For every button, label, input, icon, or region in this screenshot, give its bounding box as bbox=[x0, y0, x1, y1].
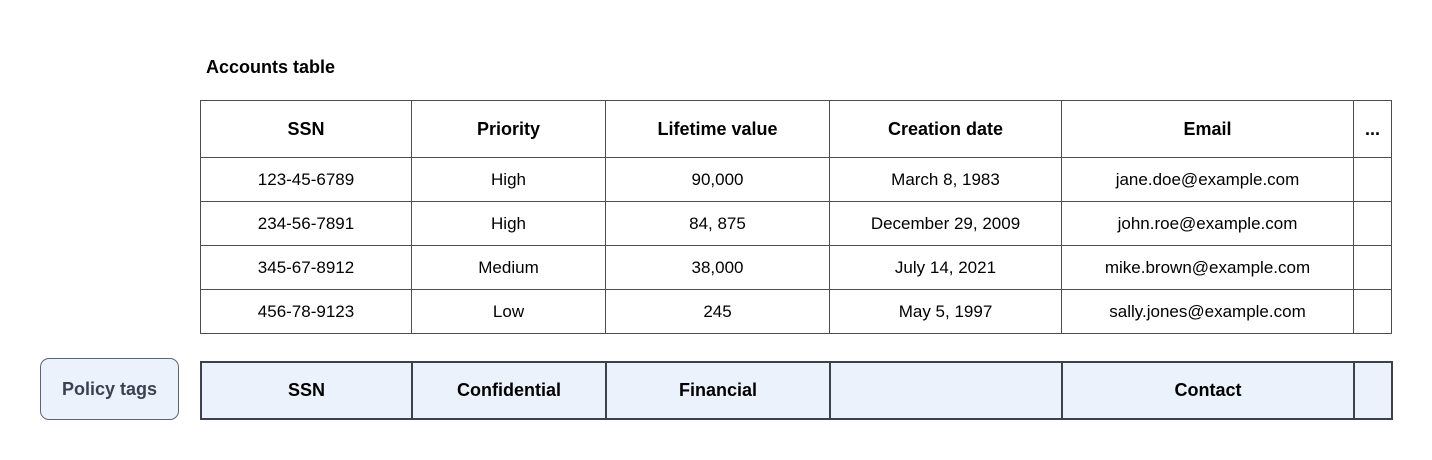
policy-tag-cell-confidential: Confidential bbox=[411, 361, 607, 420]
accounts-header-row: SSN Priority Lifetime value Creation dat… bbox=[200, 100, 1392, 158]
policy-tag-cell-financial: Financial bbox=[605, 361, 831, 420]
cell-email: john.roe@example.com bbox=[1061, 201, 1354, 246]
policy-tag-cell-ssn: SSN bbox=[200, 361, 413, 420]
table-row: 456-78-9123 Low 245 May 5, 1997 sally.jo… bbox=[200, 289, 1392, 334]
policy-tags-cells: SSN Confidential Financial Contact bbox=[200, 361, 1393, 420]
cell-lifetime-value: 245 bbox=[605, 289, 830, 334]
cell-ssn: 234-56-7891 bbox=[200, 201, 412, 246]
cell-more bbox=[1353, 289, 1392, 334]
table-row: 345-67-8912 Medium 38,000 July 14, 2021 … bbox=[200, 245, 1392, 290]
table-row: 123-45-6789 High 90,000 March 8, 1983 ja… bbox=[200, 157, 1392, 202]
column-header-creation-date: Creation date bbox=[829, 100, 1062, 158]
column-header-priority: Priority bbox=[411, 100, 606, 158]
policy-tag-cell-empty-more bbox=[1353, 361, 1393, 420]
cell-creation-date: May 5, 1997 bbox=[829, 289, 1062, 334]
cell-email: sally.jones@example.com bbox=[1061, 289, 1354, 334]
cell-lifetime-value: 90,000 bbox=[605, 157, 830, 202]
cell-ssn: 345-67-8912 bbox=[200, 245, 412, 290]
cell-email: jane.doe@example.com bbox=[1061, 157, 1354, 202]
cell-ssn: 123-45-6789 bbox=[200, 157, 412, 202]
cell-priority: Low bbox=[411, 289, 606, 334]
cell-more bbox=[1353, 201, 1392, 246]
cell-creation-date: December 29, 2009 bbox=[829, 201, 1062, 246]
cell-lifetime-value: 38,000 bbox=[605, 245, 830, 290]
column-header-email: Email bbox=[1061, 100, 1354, 158]
policy-tag-cell-contact: Contact bbox=[1061, 361, 1355, 420]
cell-creation-date: July 14, 2021 bbox=[829, 245, 1062, 290]
accounts-table: SSN Priority Lifetime value Creation dat… bbox=[200, 100, 1392, 334]
column-header-lifetime-value: Lifetime value bbox=[605, 100, 830, 158]
cell-email: mike.brown@example.com bbox=[1061, 245, 1354, 290]
table-row: 234-56-7891 High 84, 875 December 29, 20… bbox=[200, 201, 1392, 246]
cell-priority: Medium bbox=[411, 245, 606, 290]
cell-priority: High bbox=[411, 201, 606, 246]
cell-lifetime-value: 84, 875 bbox=[605, 201, 830, 246]
policy-tags-row: SSN Confidential Financial Contact bbox=[200, 361, 1393, 420]
policy-tags-chip-label: Policy tags bbox=[61, 378, 158, 399]
cell-priority: High bbox=[411, 157, 606, 202]
policy-tag-cell-empty bbox=[829, 361, 1063, 420]
cell-creation-date: March 8, 1983 bbox=[829, 157, 1062, 202]
policy-tags-chip[interactable]: Policy tags bbox=[40, 358, 179, 420]
accounts-table-title: Accounts table bbox=[206, 57, 336, 77]
cell-ssn: 456-78-9123 bbox=[200, 289, 412, 334]
column-header-more-ellipsis[interactable]: ... bbox=[1353, 100, 1392, 158]
column-header-ssn: SSN bbox=[200, 100, 412, 158]
cell-more bbox=[1353, 245, 1392, 290]
cell-more bbox=[1353, 157, 1392, 202]
